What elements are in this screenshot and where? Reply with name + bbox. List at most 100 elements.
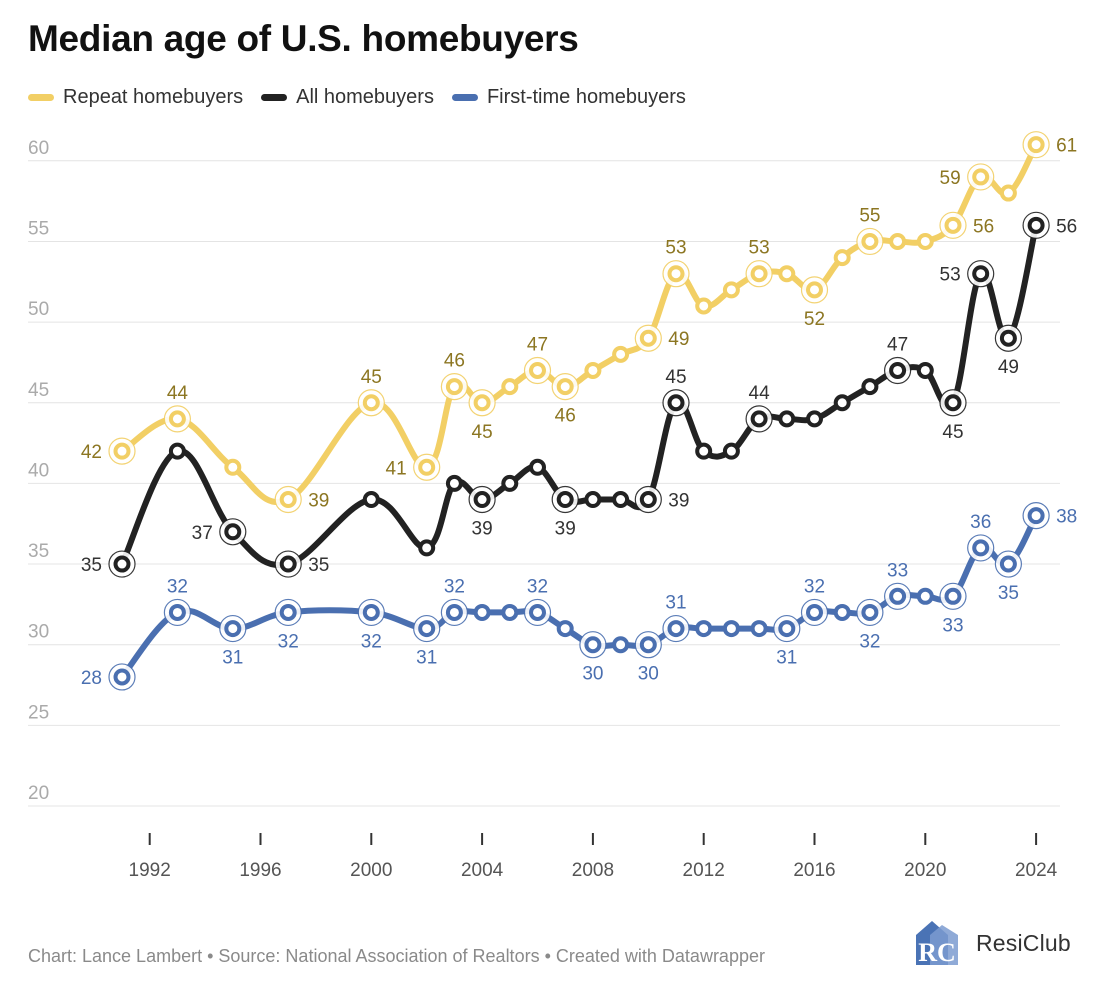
data-label-first-1997: 32	[278, 631, 299, 652]
data-point-all-2004	[473, 491, 491, 509]
chart-title: Median age of U.S. homebuyers	[28, 18, 579, 59]
data-point-all-2005	[501, 474, 519, 492]
data-point-first-2024	[1027, 507, 1045, 525]
data-point-repeat-2020	[916, 232, 934, 250]
data-label-first-2021: 33	[942, 615, 963, 636]
data-point-first-2002	[418, 620, 436, 638]
data-point-repeat-1993	[168, 410, 186, 428]
series-layer	[108, 131, 1050, 691]
data-label-first-2019: 33	[887, 560, 908, 581]
data-point-all-2015	[778, 410, 796, 428]
data-label-first-2024: 38	[1056, 507, 1077, 528]
data-point-first-2020	[916, 587, 934, 605]
data-point-repeat-2002	[418, 458, 436, 476]
data-point-first-2015	[778, 620, 796, 638]
data-label-all-2010: 39	[668, 491, 689, 512]
data-point-first-2004	[473, 603, 491, 621]
x-tick-label-2004: 2004	[461, 860, 504, 881]
data-label-first-2008: 30	[582, 664, 603, 685]
data-point-first-2007	[556, 620, 574, 638]
data-point-first-2009	[612, 636, 630, 654]
data-point-repeat-2013	[722, 281, 740, 299]
data-point-first-2000	[362, 603, 380, 621]
y-tick-label-55: 55	[28, 218, 49, 239]
data-label-first-1995: 31	[222, 648, 243, 669]
data-point-first-1993	[168, 603, 186, 621]
x-tick-label-2012: 2012	[683, 860, 725, 881]
data-point-first-2005	[501, 603, 519, 621]
y-tick-label-45: 45	[28, 380, 49, 401]
data-point-repeat-2011	[667, 265, 685, 283]
legend-swatch-all	[261, 94, 288, 101]
data-point-first-2019	[889, 587, 907, 605]
data-label-repeat-2007: 46	[555, 406, 576, 427]
y-tick-label-60: 60	[28, 138, 49, 159]
x-tick-label-2000: 2000	[350, 860, 392, 881]
data-label-all-2014: 44	[749, 383, 771, 404]
grid-layer: 20 25 30 35 40 45 50 55 60 1992 1996 2000 2004 2008 20…	[28, 138, 1060, 881]
series-repeat	[108, 131, 1050, 514]
data-label-first-2015: 31	[776, 648, 797, 669]
data-label-first-2003: 32	[444, 576, 465, 597]
data-label-first-2016: 32	[804, 576, 825, 597]
data-label-all-1991: 35	[81, 555, 102, 576]
data-point-repeat-1991	[113, 442, 131, 460]
legend-item-first: First-time homebuyers	[451, 86, 686, 109]
x-tick-label-1992: 1992	[129, 860, 171, 881]
x-tick-label-1996: 1996	[239, 860, 281, 881]
data-point-repeat-2024	[1027, 136, 1045, 154]
data-label-repeat-2000: 45	[361, 367, 382, 388]
data-label-repeat-2016: 52	[804, 309, 825, 330]
y-tick-label-30: 30	[28, 622, 49, 643]
y-tick-label-50: 50	[28, 299, 49, 320]
data-label-repeat-2006: 47	[527, 334, 548, 355]
data-point-first-2023	[999, 555, 1017, 573]
data-label-repeat-2022: 59	[940, 168, 961, 189]
data-point-first-2003	[445, 603, 463, 621]
series-line-all	[119, 222, 1040, 569]
data-label-first-2018: 32	[859, 631, 880, 652]
data-point-first-1997	[279, 603, 297, 621]
data-label-first-1993: 32	[167, 576, 188, 597]
data-point-repeat-2010	[639, 329, 657, 347]
data-point-repeat-2003	[445, 378, 463, 396]
data-point-first-2012	[695, 620, 713, 638]
data-point-all-2024	[1027, 216, 1045, 234]
y-tick-label-35: 35	[28, 541, 49, 562]
data-label-repeat-1991: 42	[81, 442, 102, 463]
chart-footer: Chart: Lance Lambert • Source: National …	[28, 946, 765, 966]
svg-text:RC: RC	[918, 938, 956, 967]
data-label-repeat-1993: 44	[167, 383, 189, 404]
data-point-all-1997	[279, 555, 297, 573]
brand: RC ResiClub	[912, 917, 1071, 969]
data-point-all-2006	[529, 458, 546, 476]
data-label-repeat-2010: 49	[668, 329, 689, 350]
data-point-repeat-2016	[806, 281, 823, 299]
data-label-first-1991: 28	[81, 668, 102, 689]
y-tick-label-20: 20	[28, 783, 49, 804]
data-label-repeat-1997: 39	[308, 491, 329, 512]
brand-name: ResiClub	[976, 929, 1071, 956]
series-first	[108, 502, 1050, 691]
data-point-repeat-2022	[972, 168, 990, 186]
data-point-first-2013	[722, 620, 740, 638]
data-label-repeat-2024: 61	[1056, 136, 1077, 157]
data-label-first-2011: 31	[665, 593, 686, 614]
data-label-repeat-2011: 53	[665, 238, 686, 259]
data-label-all-2007: 39	[555, 519, 576, 540]
data-point-first-1995	[224, 620, 242, 638]
data-point-repeat-2017	[833, 249, 851, 267]
x-tick-label-2016: 2016	[793, 860, 835, 881]
series-line-repeat	[119, 141, 1040, 505]
data-label-all-2022: 53	[940, 265, 961, 286]
data-label-first-2006: 32	[527, 576, 548, 597]
data-point-repeat-2005	[501, 378, 519, 396]
data-point-all-2008	[584, 491, 602, 509]
data-point-all-2023	[999, 329, 1017, 347]
data-point-repeat-2021	[944, 216, 962, 234]
data-point-repeat-2012	[695, 297, 713, 315]
data-point-all-2002	[418, 539, 436, 557]
data-point-repeat-2019	[889, 232, 907, 250]
data-point-first-2010	[639, 636, 657, 654]
data-point-first-2011	[667, 620, 685, 638]
